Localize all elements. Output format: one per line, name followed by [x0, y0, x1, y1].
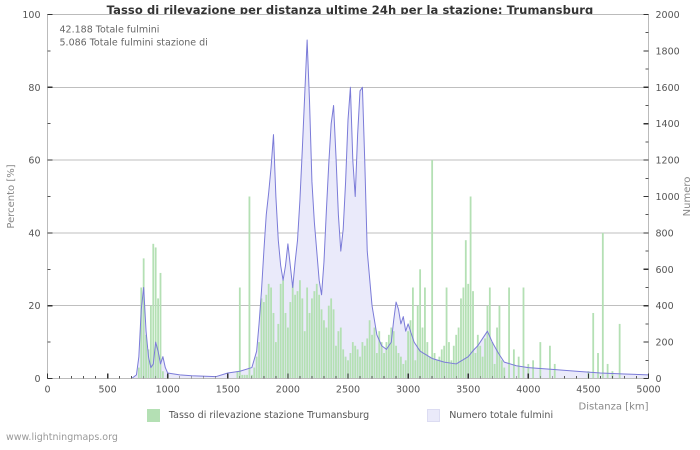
x-tick-label: 3500 [456, 385, 480, 396]
x-tick-label: 3000 [396, 385, 420, 396]
legend-item-detection-rate: Tasso di rilevazione stazione Trumansbur… [146, 409, 370, 422]
chart-title: Tasso di rilevazione per distanza ultime… [106, 3, 594, 17]
y-tick-label: 0 [34, 374, 40, 385]
x-tick-label: 4500 [576, 385, 600, 396]
x-tick-label: 2500 [336, 385, 360, 396]
y2-tick-label: 2000 [656, 10, 680, 21]
bar-series [137, 160, 621, 379]
x-tick-label: 1500 [216, 385, 240, 396]
y2-tick-label: 200 [656, 338, 674, 349]
y2-tick-label: 400 [656, 301, 674, 312]
y-tick-label: 60 [28, 156, 40, 167]
y-axis-title: Percento [%] [6, 164, 17, 228]
y-tick-label: 40 [28, 228, 40, 239]
x-tick-label: 1000 [156, 385, 180, 396]
y2-tick-label: 1800 [656, 46, 680, 57]
y2-axis-title: Numero [682, 177, 693, 217]
x-tick-label: 2000 [276, 385, 300, 396]
y-tick-label: 80 [28, 83, 40, 94]
chart-annotation: 5.086 Totale fulmini stazione di [60, 38, 208, 49]
footer-url: www.lightningmaps.org [6, 432, 118, 443]
y2-tick-label: 800 [656, 228, 674, 239]
chart-annotation: 42.188 Totale fulmini [60, 25, 160, 36]
y2-tick-label: 600 [656, 265, 674, 276]
x-tick-label: 500 [99, 385, 117, 396]
y2-tick-label: 0 [656, 374, 662, 385]
y-tick-label: 20 [28, 301, 40, 312]
legend-swatch-total-count [427, 409, 441, 422]
legend-item-total-count: Numero totale fulmini [427, 409, 553, 422]
y2-tick-label: 1400 [656, 119, 680, 130]
x-tick-label: 0 [44, 385, 50, 396]
x-axis-title: Distanza [km] [579, 402, 649, 413]
legend-label-detection-rate: Tasso di rilevazione stazione Trumansbur… [168, 410, 370, 421]
x-tick-label: 5000 [636, 385, 660, 396]
legend-swatch-detection-rate [146, 409, 160, 422]
x-tick-label: 4000 [516, 385, 540, 396]
y2-tick-label: 1600 [656, 83, 680, 94]
y2-tick-label: 1200 [656, 156, 680, 167]
y2-tick-label: 1000 [656, 192, 680, 203]
chart-legend: Tasso di rilevazione stazione Trumansbur… [0, 409, 700, 422]
y-tick-label: 100 [22, 10, 40, 21]
legend-label-total-count: Numero totale fulmini [449, 410, 554, 421]
